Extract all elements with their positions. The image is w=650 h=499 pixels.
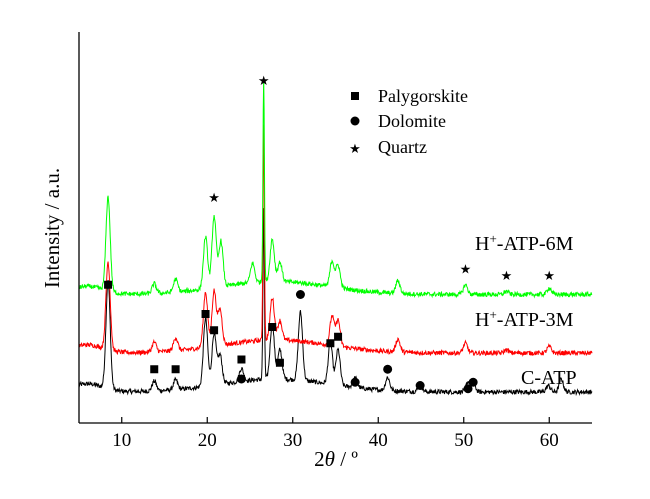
- series-label-3m: H+-ATP-3M: [475, 307, 574, 332]
- legend-star-marker: ★: [349, 142, 361, 157]
- quartz-marker: ★: [208, 191, 220, 206]
- x-tick-label: 50: [454, 430, 473, 451]
- x-axis-title-theta: θ: [325, 447, 335, 471]
- x-tick-label: 20: [198, 430, 217, 451]
- palygorskite-marker: [150, 365, 159, 374]
- x-tick-label: 10: [112, 430, 131, 451]
- palygorskite-marker: [237, 355, 246, 364]
- legend-label-dolomite: Dolomite: [378, 111, 446, 131]
- palygorskite-marker: [104, 280, 113, 289]
- series-line-h-atp-3m: [78, 124, 593, 357]
- dolomite-marker: [236, 374, 246, 384]
- palygorskite-marker: [171, 365, 180, 374]
- series-label-6m: H+-ATP-6M: [475, 231, 574, 256]
- x-axis-title-main: 2: [314, 447, 325, 471]
- palygorskite-marker: [334, 332, 343, 341]
- series-lines: [78, 78, 593, 397]
- quartz-marker: ★: [501, 269, 513, 284]
- palygorskite-marker: [326, 339, 335, 348]
- legend-label-palygorskite: Palygorskite: [378, 86, 468, 106]
- phase-markers: ★ ★ ★ ★ ★: [104, 74, 555, 394]
- series-line-h-atp-6m: [78, 78, 593, 299]
- y-axis-title: Intensity / a.u.: [40, 168, 64, 288]
- dolomite-marker: [468, 377, 478, 387]
- quartz-marker: ★: [543, 269, 555, 284]
- palygorskite-marker: [268, 323, 277, 331]
- legend-circle-marker: [350, 116, 360, 126]
- quartz-marker: ★: [460, 263, 472, 278]
- palygorskite-marker: [210, 326, 219, 335]
- x-axis-title-unit: / º: [335, 447, 358, 471]
- legend: Palygorskite Dolomite ★ Quartz: [349, 86, 468, 157]
- series-label-catp: C-ATP: [521, 367, 577, 389]
- palygorskite-marker: [201, 310, 210, 318]
- dolomite-marker: [350, 377, 360, 387]
- dolomite-marker: [383, 364, 393, 374]
- series-line-c-atp: [78, 208, 593, 397]
- legend-square-marker: [351, 92, 359, 100]
- x-axis-title: 2θ / º: [314, 447, 358, 471]
- quartz-marker: ★: [258, 74, 270, 89]
- palygorskite-marker: [275, 358, 284, 367]
- x-tick-label: 40: [369, 430, 388, 451]
- legend-label-quartz: Quartz: [378, 137, 427, 157]
- dolomite-marker: [415, 381, 425, 390]
- dolomite-marker: [463, 384, 473, 394]
- x-tick-label: 30: [283, 430, 302, 451]
- x-tick-label: 60: [540, 430, 559, 451]
- x-axis-ticks: 10 20 30 40 50 60: [112, 417, 559, 451]
- dolomite-marker: [295, 290, 305, 299]
